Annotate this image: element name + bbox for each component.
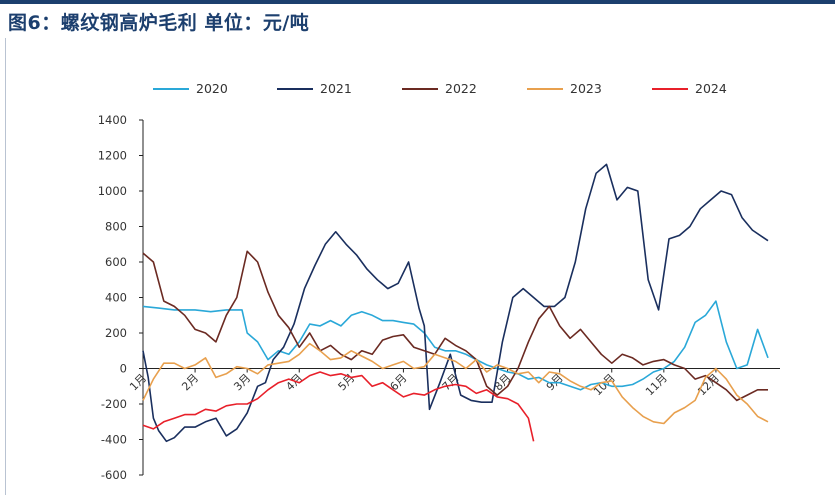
legend-label: 2024 <box>695 81 727 96</box>
legend-swatch <box>277 87 313 90</box>
y-tick-label: 600 <box>105 255 127 269</box>
y-tick-label: 0 <box>120 362 127 376</box>
y-tick-label: 200 <box>105 326 127 340</box>
x-tick-label: 1月 <box>127 371 149 393</box>
legend-label: 2022 <box>445 81 477 96</box>
legend-swatch <box>153 87 189 90</box>
legend-swatch <box>402 87 438 90</box>
frame-rule <box>5 38 6 495</box>
legend-item-2023: 2023 <box>527 81 602 96</box>
legend-item-2021: 2021 <box>277 81 352 96</box>
legend-label: 2020 <box>196 81 228 96</box>
x-tick-label: 3月 <box>231 371 253 393</box>
series-line-2021 <box>142 163 769 443</box>
x-tick-label: 6月 <box>388 371 410 393</box>
series-line-2024 <box>142 371 535 442</box>
x-tick-label: 2月 <box>179 371 201 393</box>
y-tick-label: -400 <box>101 433 127 447</box>
y-tick-label: -200 <box>101 397 127 411</box>
series-line-2023 <box>142 342 769 425</box>
header-rule <box>0 0 835 4</box>
series-line-2020 <box>142 300 769 391</box>
legend-item-2024: 2024 <box>652 81 727 96</box>
legend-label: 2023 <box>570 81 602 96</box>
legend: 2020 2021 2022 2023 2024 <box>0 81 835 99</box>
legend-item-2022: 2022 <box>402 81 477 96</box>
legend-label: 2021 <box>320 81 352 96</box>
y-tick-label: -600 <box>101 468 127 482</box>
y-tick-label: 1200 <box>98 149 127 163</box>
y-tick-label: 1400 <box>98 113 127 127</box>
legend-swatch <box>652 87 688 90</box>
legend-swatch <box>527 87 563 90</box>
x-tick-label: 4月 <box>283 371 305 393</box>
chart-title: 图6：螺纹钢高炉毛利 单位：元/吨 <box>8 12 310 34</box>
legend-item-2020: 2020 <box>153 81 228 96</box>
y-tick-label: 1000 <box>98 184 127 198</box>
series-line-2022 <box>142 250 768 402</box>
y-tick-label: 800 <box>105 220 127 234</box>
y-tick-label: 400 <box>105 291 127 305</box>
